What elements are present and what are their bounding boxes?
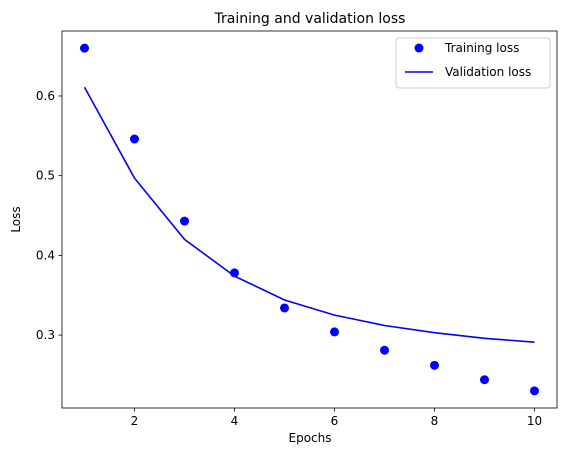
x-tick-label: 10 xyxy=(527,414,542,428)
training-loss-point xyxy=(280,303,289,313)
y-tick-label: 0.3 xyxy=(36,328,55,342)
y-axis-ticks: 0.3 0.4 0.5 0.6 xyxy=(36,89,62,342)
legend: Training loss Validation loss xyxy=(395,37,551,89)
x-axis-ticks: 2 4 6 8 10 xyxy=(131,408,542,428)
y-axis-label: Loss xyxy=(9,206,23,232)
training-loss-point xyxy=(80,43,89,53)
training-loss-point xyxy=(430,360,439,370)
series-layer xyxy=(80,43,539,396)
x-axis-label: Epochs xyxy=(289,431,332,445)
y-tick-label: 0.4 xyxy=(36,248,55,262)
legend-label-training: Training loss xyxy=(444,41,519,55)
legend-label-validation: Validation loss xyxy=(445,65,531,79)
y-tick-label: 0.6 xyxy=(36,89,55,103)
x-tick-label: 8 xyxy=(431,414,439,428)
x-tick-label: 6 xyxy=(331,414,339,428)
training-loss-point xyxy=(530,386,539,396)
training-loss-point xyxy=(480,375,489,385)
training-loss-point xyxy=(130,134,139,144)
legend-box xyxy=(395,37,551,89)
training-loss-point xyxy=(180,216,189,226)
y-tick-label: 0.5 xyxy=(36,169,55,183)
x-tick-label: 2 xyxy=(131,414,139,428)
training-loss-point xyxy=(330,327,339,337)
plot-area xyxy=(61,30,558,409)
validation-loss-line xyxy=(83,86,535,343)
x-tick-label: 4 xyxy=(231,414,239,428)
training-loss-point xyxy=(380,345,389,355)
chart-title: Training and validation loss xyxy=(214,11,406,27)
training-loss-point xyxy=(230,268,239,278)
legend-marker-training xyxy=(414,43,424,53)
